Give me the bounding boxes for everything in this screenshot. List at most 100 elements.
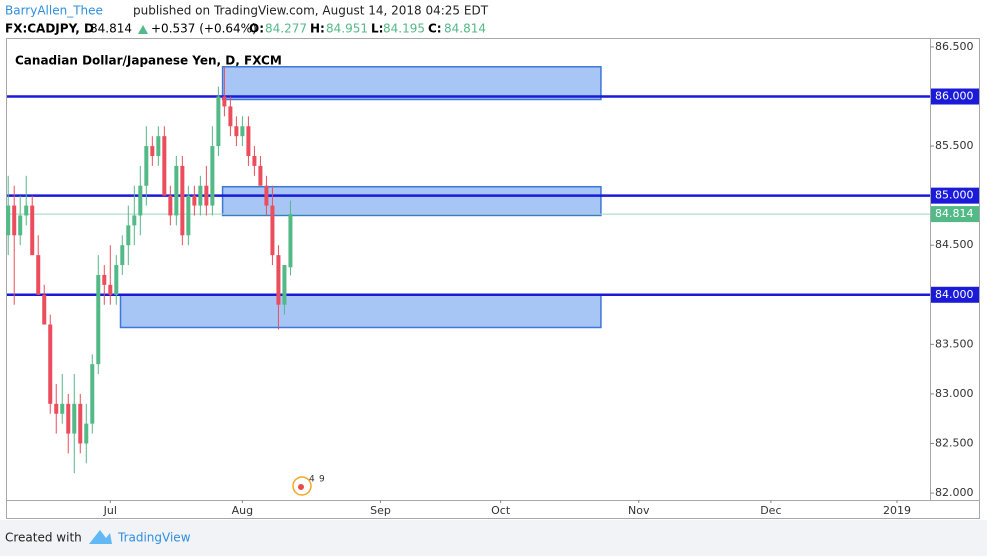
candle-body — [264, 185, 269, 206]
candle-body — [144, 146, 149, 186]
chart-frame — [6, 38, 980, 501]
header-text: FX:CADJPY, D — [5, 22, 94, 36]
time-axis — [6, 500, 980, 519]
price-tag — [931, 206, 979, 223]
candle-body — [186, 195, 191, 236]
header-text: H: — [310, 22, 325, 36]
candle-body — [270, 205, 275, 256]
zone — [221, 66, 602, 101]
candle-body — [288, 214, 293, 268]
candle-body — [54, 403, 59, 414]
level-tag — [931, 88, 979, 105]
candle-body — [210, 146, 215, 206]
y-tick-label: 84.500 — [935, 238, 974, 251]
candle-body — [276, 255, 281, 305]
published: published on TradingView.com, August 14,… — [133, 4, 489, 18]
header-text: O: — [249, 22, 264, 36]
event-count: 4 — [309, 475, 315, 485]
header-text: L: — [371, 22, 383, 36]
candle-body — [162, 136, 167, 196]
header-text: 84.277 — [265, 22, 307, 36]
level-label: 84.000 — [935, 288, 974, 301]
candle-body — [84, 423, 89, 444]
y-tick-label: 86.500 — [935, 40, 974, 53]
header-text: +0.537 (+0.64%) — [151, 22, 257, 36]
candle-body — [192, 195, 197, 206]
chart-title: Canadian Dollar/Japanese Yen, D, FXCM — [15, 54, 282, 68]
level-label: 85.000 — [935, 189, 974, 202]
candle-body — [114, 265, 119, 295]
brand-logo — [89, 530, 112, 544]
header-text: 84.814 — [90, 22, 132, 36]
brand-name[interactable]: TradingView — [117, 531, 191, 545]
candle-body — [234, 126, 239, 137]
candle-body — [240, 126, 245, 137]
header-text: 84.951 — [326, 22, 368, 36]
candle-body — [282, 265, 287, 305]
candle-body — [66, 403, 71, 434]
candle-body — [18, 215, 23, 236]
candle-body — [228, 106, 233, 127]
candle-body — [78, 403, 83, 444]
candle-body — [252, 155, 257, 166]
x-tick-label: Nov — [628, 504, 650, 517]
y-tick-label: 83.500 — [935, 337, 974, 350]
candle-body — [156, 136, 161, 156]
x-tick-label: Dec — [760, 504, 781, 517]
level-tag — [931, 286, 979, 303]
candle-body — [150, 146, 155, 156]
footer-bar — [0, 520, 987, 556]
candle-body — [222, 96, 227, 107]
candle-body — [6, 205, 11, 236]
y-tick-label: 83.000 — [935, 387, 974, 400]
x-tick-label: Jul — [103, 504, 117, 517]
candle-body — [168, 195, 173, 216]
candle-body — [198, 185, 203, 206]
candle-body — [48, 324, 53, 404]
x-tick-label: Aug — [232, 504, 253, 517]
candle-body — [180, 165, 185, 236]
y-tick-label: 85.500 — [935, 139, 974, 152]
header-text: C: — [428, 22, 442, 36]
candle-body — [12, 205, 17, 236]
zone — [119, 294, 602, 329]
candle-body — [60, 403, 65, 414]
candle-body — [108, 284, 113, 295]
level-label: 86.000 — [935, 90, 974, 103]
x-tick-label: Sep — [370, 504, 391, 517]
candle-body — [96, 274, 101, 365]
candle-body — [126, 225, 131, 246]
candle-body — [72, 403, 77, 434]
author[interactable]: BarryAllen_Thee — [5, 4, 103, 18]
event-icon — [292, 476, 312, 496]
event-dot — [298, 484, 304, 490]
up-arrow — [138, 25, 148, 34]
candle-body — [216, 96, 221, 147]
candle-body — [42, 294, 47, 325]
candle-body — [120, 245, 125, 266]
zone — [221, 185, 602, 217]
candle-body — [258, 165, 263, 186]
candle-body — [36, 255, 41, 295]
candle-body — [138, 185, 143, 216]
symbol-line: FX:CADJPY, D84.814 +0.537 (+0.64%)O: 84.27… — [5, 22, 486, 36]
header-text: 84.814 — [444, 22, 486, 36]
candle-body — [246, 126, 251, 156]
candle-body — [132, 215, 137, 226]
candle-body — [30, 205, 35, 256]
candle-body — [24, 205, 29, 216]
y-tick-label: 82.500 — [935, 436, 974, 449]
x-tick-label: 2019 — [883, 504, 911, 517]
price-tag-label: 84.814 — [935, 207, 974, 220]
y-tick-label: 82.000 — [935, 486, 974, 499]
candle-body — [90, 364, 95, 424]
candle-body — [102, 274, 107, 285]
header-text: 84.195 — [383, 22, 425, 36]
created-with: Created with — [5, 531, 82, 545]
candle-body — [174, 165, 179, 216]
candle-body — [204, 185, 209, 206]
level-tag — [931, 187, 979, 204]
event-count: 9 — [319, 475, 325, 485]
x-tick-label: Oct — [491, 504, 511, 517]
